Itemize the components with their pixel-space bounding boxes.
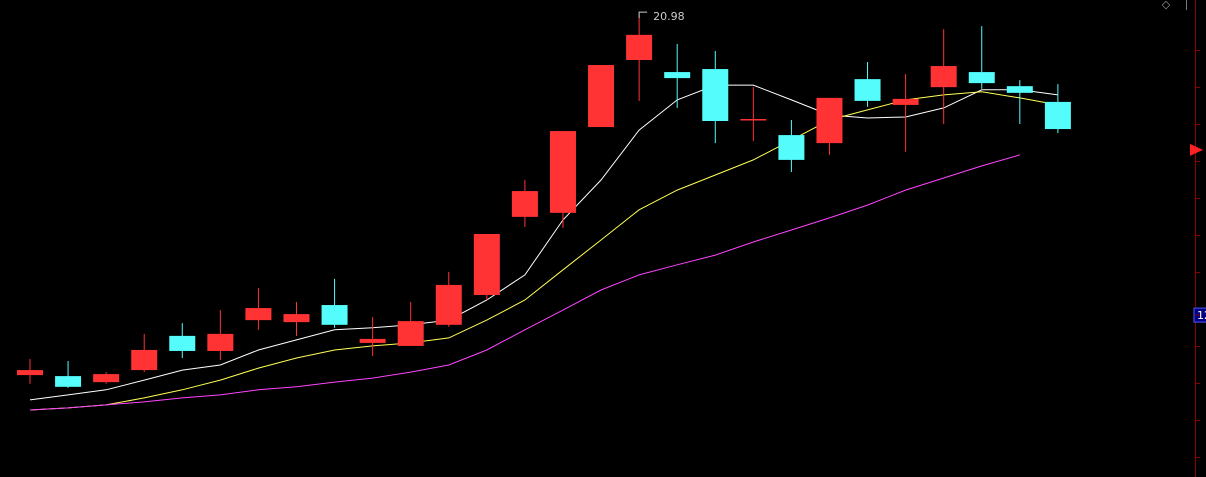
price-marker-head xyxy=(1190,143,1203,156)
y-tick-label: 12 xyxy=(1197,309,1206,322)
candle-body xyxy=(321,305,348,325)
candle-body xyxy=(17,370,43,376)
candle-body xyxy=(664,72,691,79)
candle-body xyxy=(778,135,805,160)
candle-body xyxy=(511,191,538,217)
icon[interactable]: ◇ xyxy=(1162,0,1171,11)
candle-body xyxy=(435,284,462,325)
candle-body xyxy=(207,333,234,351)
moving-average-line xyxy=(29,84,1058,401)
candle-body xyxy=(131,349,158,371)
candle-body xyxy=(1006,86,1033,93)
candle-body xyxy=(702,69,729,122)
high-annotation: 20.98 xyxy=(653,10,685,23)
candle-body xyxy=(359,338,386,343)
candle-body xyxy=(930,66,957,88)
candle-body xyxy=(55,376,82,387)
candle-body xyxy=(740,118,767,121)
candle-body xyxy=(1044,101,1071,130)
moving-average-line xyxy=(29,154,1020,411)
candle-body xyxy=(397,321,424,346)
candle-body xyxy=(816,97,843,144)
candle-body xyxy=(283,314,310,323)
candle-body xyxy=(245,308,272,321)
candle-body xyxy=(169,335,196,351)
moving-average-line xyxy=(29,91,1058,411)
candle-body xyxy=(549,131,576,213)
candle-body xyxy=(892,98,919,105)
candle-body xyxy=(854,79,881,101)
candle-body xyxy=(473,233,500,295)
annotation-pointer xyxy=(638,11,648,19)
candle-body xyxy=(968,72,995,84)
candle-body xyxy=(626,34,653,61)
candle-body xyxy=(93,374,120,383)
candle-body xyxy=(588,65,615,128)
